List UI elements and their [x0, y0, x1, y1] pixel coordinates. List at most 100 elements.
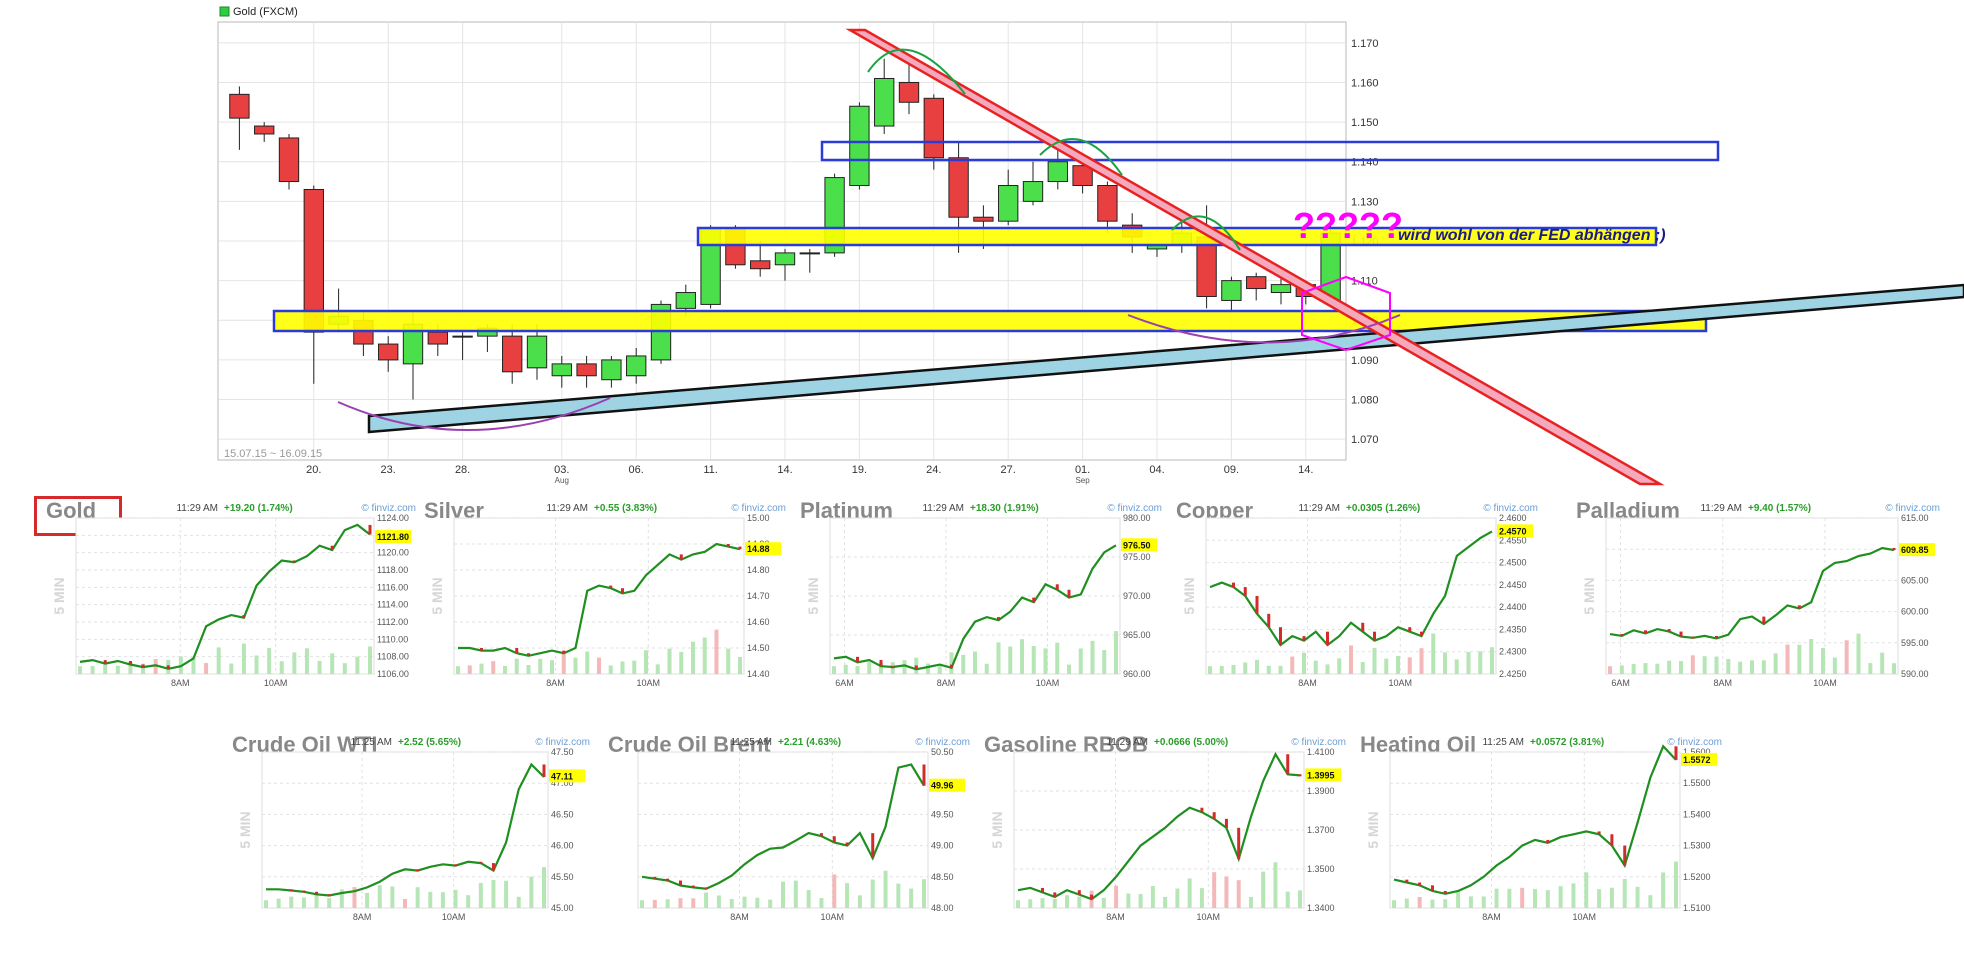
volume-bar — [1761, 660, 1766, 674]
down-tick — [454, 864, 458, 867]
side-label: 5 MIN — [1181, 577, 1197, 614]
volume-bar — [330, 653, 335, 674]
down-tick — [1620, 634, 1624, 637]
down-tick — [1055, 584, 1059, 590]
down-tick — [242, 615, 246, 618]
panel-source: © finviz.com — [1107, 503, 1162, 514]
y-tick-label: 1116.00 — [377, 582, 408, 592]
down-tick — [1224, 818, 1228, 828]
y-tick-label: 600.00 — [1901, 607, 1929, 617]
down-tick — [315, 891, 319, 895]
y-tick-label: 14.80 — [747, 565, 770, 575]
volume-bar — [526, 664, 531, 674]
panel-source: © finviz.com — [1483, 503, 1538, 514]
x-tick-label: 8AM — [1298, 678, 1317, 688]
volume-bar — [902, 660, 907, 674]
y-tick-label: 2.4500 — [1499, 558, 1527, 568]
y-tick-label: 1120.00 — [377, 548, 409, 558]
x-tick-label: 8AM — [1714, 678, 1733, 688]
y-tick-label: 975.00 — [1123, 552, 1151, 562]
volume-bar — [857, 895, 862, 908]
volume-bar — [1067, 664, 1071, 674]
down-tick — [950, 664, 953, 668]
panel-silver: Silver 11:29 AM +0.55 (3.83%) © finviz.com 5… — [424, 500, 788, 696]
panel-time: 11:29 AM — [1700, 503, 1742, 514]
volume-bar — [355, 656, 360, 674]
volume-bar — [1481, 896, 1486, 908]
panel-platinum: Platinum 11:29 AM +18.30 (1.91%) © finviz.c… — [800, 500, 1164, 696]
volume-bar — [478, 882, 483, 908]
volume-bar — [1674, 861, 1678, 908]
mini-chart-svg: Heating Oil 11:25 AM +0.0572 (3.81%) © finv… — [1360, 734, 1722, 922]
side-label: 5 MIN — [1581, 577, 1597, 614]
panel-change: +2.21 (4.63%) — [778, 737, 841, 748]
candle — [1246, 272, 1267, 301]
volume-bar — [704, 892, 709, 908]
y-tick-label: 1.150 — [1351, 117, 1379, 129]
volume-bar — [453, 889, 458, 908]
volume-bar — [667, 648, 672, 674]
volume-bar — [254, 655, 259, 674]
volume-bar — [1494, 888, 1499, 908]
volume-bar — [1248, 896, 1253, 908]
uptrend-channel — [367, 283, 1964, 434]
volume-bar — [1187, 878, 1192, 908]
volume-bar — [1821, 647, 1825, 674]
y-tick-label: 970.00 — [1123, 591, 1151, 601]
panel-time: 11:29 AM — [922, 503, 964, 514]
panel-gasoline-rbob: Gasoline RBOB 11:29 AM +0.0666 (5.00%) © fi… — [984, 734, 1348, 930]
annotation-overlays — [272, 28, 1964, 486]
y-tick-label: 980.00 — [1123, 513, 1151, 523]
volume-bar — [1690, 655, 1695, 674]
volume-bar — [1661, 872, 1666, 908]
volume-bar — [678, 898, 683, 908]
x-tick-label: 8AM — [1106, 912, 1125, 922]
price-line — [1609, 546, 1895, 640]
down-tick — [1691, 636, 1695, 639]
x-tick-label: 8AM — [730, 912, 749, 922]
last-price-box — [1497, 524, 1533, 538]
volume-bar — [1020, 639, 1024, 674]
price-line — [641, 763, 925, 890]
down-tick — [1674, 746, 1678, 760]
volume-bar — [1114, 885, 1119, 908]
gold-main-chart: 1.0701.0801.0901.1001.1101.1201.1301.140… — [217, 6, 1964, 486]
volume-bar — [1507, 888, 1512, 908]
down-tick — [1679, 631, 1683, 637]
y-tick-label: 1.160 — [1351, 77, 1379, 89]
volume-bar — [1856, 633, 1861, 674]
volume-bar — [390, 886, 395, 908]
y-tick-label: 2.4600 — [1499, 513, 1527, 523]
volume-bar — [1285, 891, 1290, 908]
last-price-box — [929, 778, 965, 792]
volume-bar — [440, 892, 445, 908]
y-tick-label: 1.5200 — [1683, 872, 1711, 882]
volume-bar — [128, 661, 133, 674]
volume-bar — [1077, 896, 1082, 908]
candle — [1022, 161, 1044, 206]
x-tick-label: 10AM — [637, 678, 661, 688]
volume-bar — [267, 647, 272, 674]
volume-bar — [1631, 663, 1636, 674]
volume-bar — [632, 660, 637, 674]
y-tick-label: 1.5400 — [1683, 809, 1711, 819]
panel-title: Gasoline RBOB — [984, 734, 1148, 757]
down-tick — [1892, 547, 1896, 551]
volume-bar — [264, 900, 268, 908]
volume-bar — [276, 898, 281, 908]
volume-bar — [1224, 876, 1229, 908]
volume-bar — [191, 657, 196, 674]
volume-bar — [289, 896, 294, 908]
volume-bar — [1454, 659, 1459, 674]
volume-bar — [644, 650, 648, 674]
y-tick-label: 14.70 — [747, 591, 770, 601]
panel-gold: Gold 11:29 AM +19.20 (1.74%) © finviz.com 5 … — [46, 500, 418, 696]
volume-bar — [1243, 662, 1248, 674]
volume-bar — [585, 651, 590, 674]
volume-bar — [1832, 657, 1837, 674]
x-sub-label: Sep — [1075, 476, 1090, 485]
volume-bar — [1008, 646, 1013, 674]
volume-bar — [115, 665, 120, 674]
volume-bar — [503, 665, 507, 674]
